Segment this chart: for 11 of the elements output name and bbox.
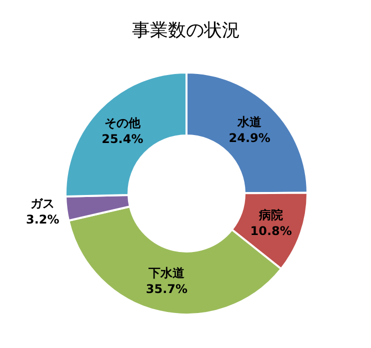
chart-title: 事業数の状況 xyxy=(132,20,240,41)
data-label: 35.7% xyxy=(146,282,188,296)
slice-label: ガス xyxy=(30,196,55,211)
data-label: 25.4% xyxy=(102,132,144,146)
slice-label: 水道 xyxy=(236,115,263,130)
slice-label: 下水道 xyxy=(148,266,186,280)
data-label: 10.8% xyxy=(250,224,292,238)
data-label: 24.9% xyxy=(228,131,270,146)
data-label: 3.2% xyxy=(26,212,60,227)
slice-label: 病院 xyxy=(258,208,284,222)
slice-label: その他 xyxy=(104,116,142,130)
